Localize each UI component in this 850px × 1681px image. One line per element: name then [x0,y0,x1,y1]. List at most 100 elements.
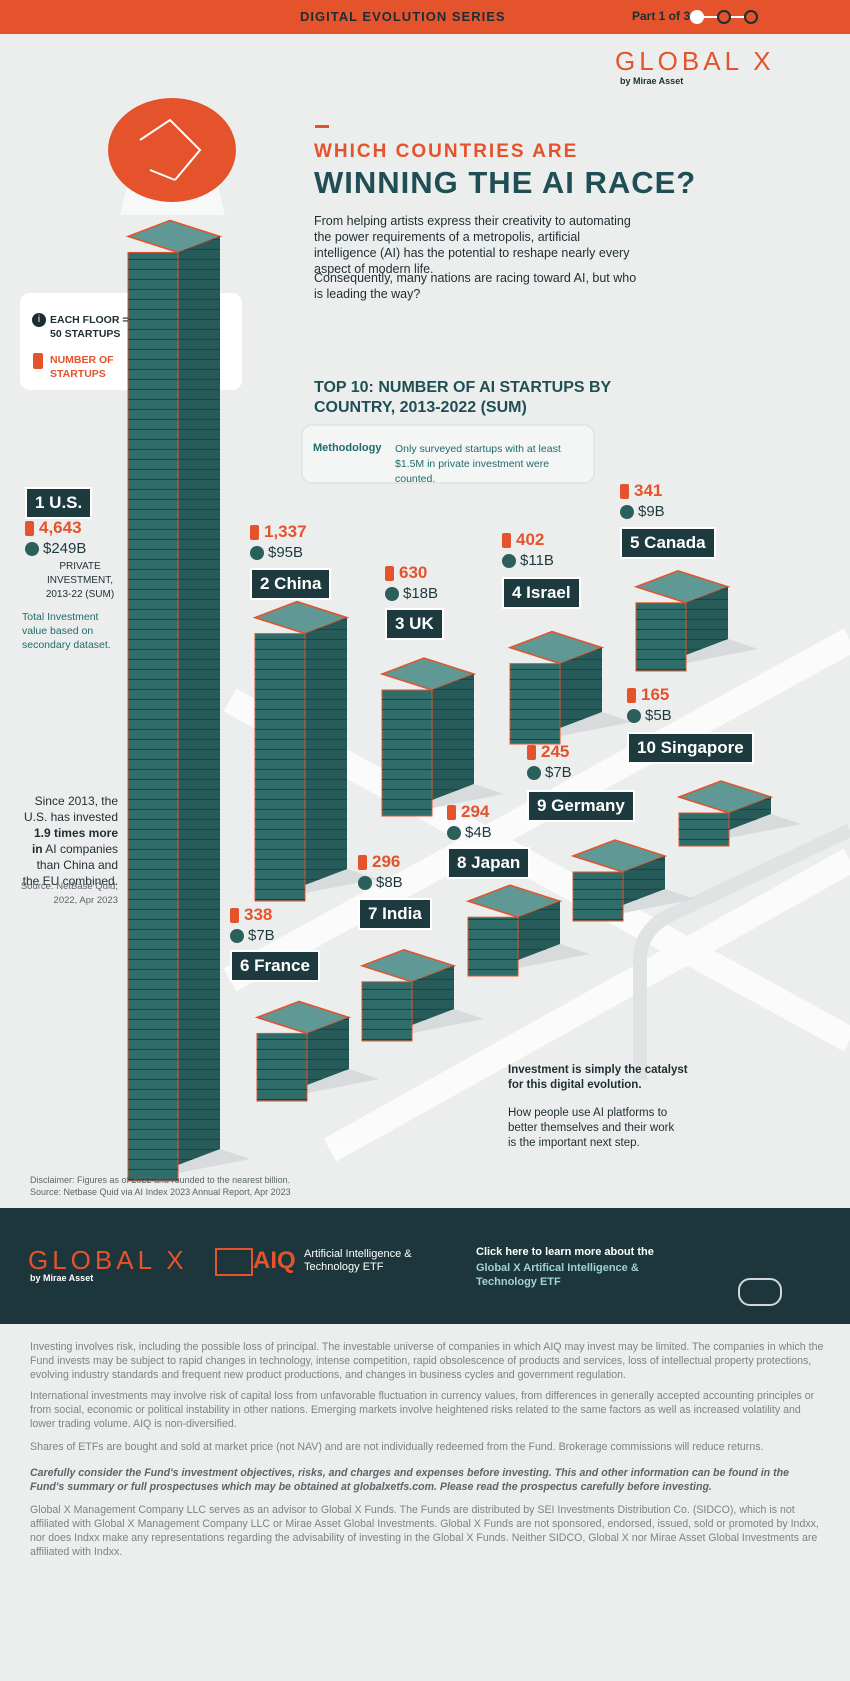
building-side-floors [729,797,771,830]
footer-icon [738,1278,782,1306]
accent [315,125,329,128]
investment: $7B [545,764,572,781]
investment: $7B [248,927,275,944]
startup-count: 245 [541,742,570,761]
country-label: 10 Singapore [627,732,754,764]
startup-count: 296 [372,852,401,871]
aiq: AIQ [253,1247,296,1274]
building-floors [468,917,518,976]
part-label: Part 1 of 3 [632,9,691,23]
investment: $11B [520,552,554,569]
brand-by: by Mirae Asset [620,76,684,86]
investment: $9B [638,503,665,520]
dollar-icon [447,826,461,840]
building-side-floors [412,965,454,1025]
startup-icon [33,353,43,369]
startup-count: 165 [641,685,670,704]
building-floors [573,872,623,921]
building-floors [257,1033,307,1101]
legal-emphasis: Carefully consider the Fund's investment… [30,1467,789,1493]
part-dots [690,10,758,24]
aiq-icon [215,1248,253,1276]
country-label: 9 Germany [527,790,635,822]
building-floors [362,981,412,1041]
legal: Global X Management Company LLC serves a… [30,1504,819,1558]
dollar-icon [250,546,264,560]
investment-note: Total Investment value based on secondar… [22,611,111,651]
startup-icon [627,688,636,703]
building-side-floors [305,617,347,885]
building-side-floors [518,901,560,960]
series-label: DIGITAL EVOLUTION SERIES [300,9,506,24]
building-floors [382,690,432,816]
investment: $18B [403,585,439,602]
brain-lines [139,118,202,181]
building-floors [636,602,686,671]
building-floors [510,663,560,744]
country-label: 5 Canada [620,527,716,559]
cta: Click here to learn more about the [476,1246,654,1258]
legend-startups: NUMBER OF STARTUPS [50,354,114,380]
footer-by: by Mirae Asset [30,1273,94,1283]
investment-series-label: PRIVATE INVESTMENT, 2013-22 (SUM) [45,561,115,600]
startup-icon [527,745,536,760]
dollar-icon [527,766,541,780]
building-side-floors [686,586,728,655]
dollar-icon [620,505,634,519]
startup-count: 4,643 [39,518,82,537]
legal: International investments may involve ri… [30,1390,815,1430]
methodology-box [301,424,595,484]
startup-count: 1,337 [264,522,307,541]
startup-count: 341 [634,481,663,500]
startup-count: 294 [461,802,490,821]
brain-icon [108,98,236,202]
brand: GLOBAL X [615,46,775,76]
dollar-icon [385,587,399,601]
country-label: 7 India [358,898,432,930]
startup-icon [358,855,367,870]
us-fact-text: AI companies than China and the EU combi… [22,842,118,888]
us-fact-bold: 1.9 times more in [31,826,118,856]
title: WINNING THE AI RACE? [314,165,697,200]
startup-icon [230,908,239,923]
us-fact-text: Since 2013, the U.S. has invested [23,794,118,824]
country-label: 4 Israel [502,577,581,609]
building-floors [255,633,305,901]
building-side-floors [307,1017,349,1085]
country-label: 1 U.S. [25,487,93,519]
startup-icon [250,525,259,540]
legal: Shares of ETFs are bought and sold at ma… [30,1441,764,1453]
footer-brand: GLOBAL X [28,1245,188,1275]
closing-1: Investment is simply the catalyst for th… [508,1064,688,1091]
startup-icon [620,484,629,499]
dollar-icon [25,542,39,556]
cta-link[interactable]: Global X Artifical Intelligence & Techno… [476,1262,639,1288]
methodology-label: Methodology [313,442,382,454]
footer-band [0,1208,850,1324]
building-side-floors [178,236,220,1165]
building-side-floors [623,856,665,905]
startup-icon [385,566,394,581]
dollar-icon [502,554,516,568]
investment: $8B [376,874,403,891]
disclaimer: Disclaimer: Figures as of 2022 and round… [30,1175,291,1185]
etf-name: Artificial Intelligence & Technology ETF [304,1248,412,1273]
kicker: WHICH COUNTRIES ARE [314,141,579,162]
investment: $249B [43,540,87,557]
investment: $95B [268,544,304,561]
chart-title: TOP 10: NUMBER OF AI STARTUPS BY COUNTRY… [314,379,611,416]
dollar-icon [627,709,641,723]
intro-paragraph: From helping artists express their creat… [314,214,631,276]
rail [633,823,850,1080]
startup-count: 338 [244,905,273,924]
closing-2: How people use AI platforms to better th… [508,1107,675,1149]
intro-paragraph: Consequently, many nations are racing to… [314,271,637,301]
investment: $4B [465,824,492,841]
startup-icon [447,805,456,820]
us-fact: Since 2013, the U.S. has invested 1.9 ti… [20,793,118,889]
country-label: 2 China [250,568,332,600]
country-label: 8 Japan [447,847,531,879]
legal: Investing involves risk, including the p… [30,1341,824,1381]
